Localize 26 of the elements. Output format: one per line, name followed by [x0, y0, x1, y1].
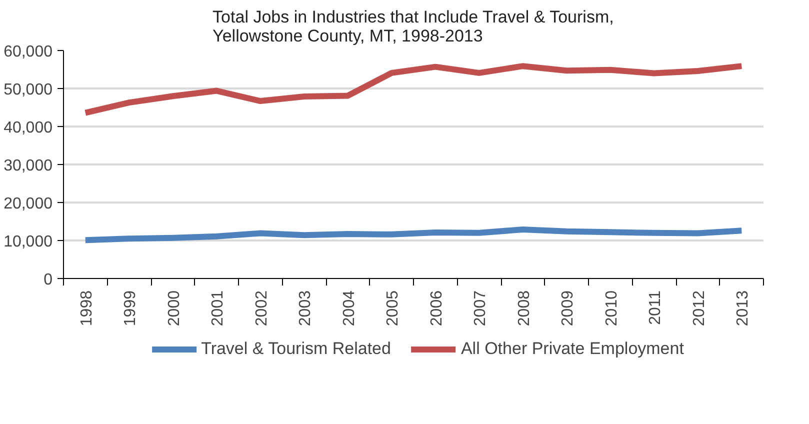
x-tick-label: 2010 [603, 290, 620, 326]
y-tick-label: 50,000 [4, 82, 53, 98]
x-tick-label: 2007 [472, 290, 490, 326]
y-tick-label: 60,000 [4, 44, 53, 60]
y-tick-label: 40,000 [4, 120, 53, 136]
y-tick-label: 20,000 [4, 196, 53, 212]
x-tick-label: 2005 [384, 290, 402, 326]
x-tick-label: 2000 [166, 290, 183, 326]
x-tick-label: 2012 [690, 290, 708, 326]
x-tick-label: 1998 [78, 290, 96, 326]
x-tick-label: 2001 [210, 290, 227, 326]
legend-label: Travel & Tourism Related [201, 339, 391, 359]
legend-label: All Other Private Employment [460, 339, 684, 359]
x-tick-label: 1999 [122, 290, 140, 326]
x-tick-label: 2006 [428, 290, 446, 326]
x-tick-label: 2002 [253, 290, 270, 326]
y-tick-label: 10,000 [4, 234, 53, 250]
x-tick-label: 2008 [516, 290, 533, 326]
chart-title: Total Jobs in Industries that Include Travel & Tourism, Yellowstone County, MT, 1998-2013 [212, 8, 614, 46]
x-tick-label: 2011 [647, 290, 664, 325]
x-tick-label: 2003 [297, 290, 314, 326]
y-tick-label: 0 [44, 272, 53, 288]
x-tick-label: 2013 [734, 290, 752, 326]
x-tick-label: 2009 [560, 290, 577, 326]
x-tick-label: 2004 [340, 290, 358, 326]
y-tick-label: 30,000 [4, 158, 53, 174]
